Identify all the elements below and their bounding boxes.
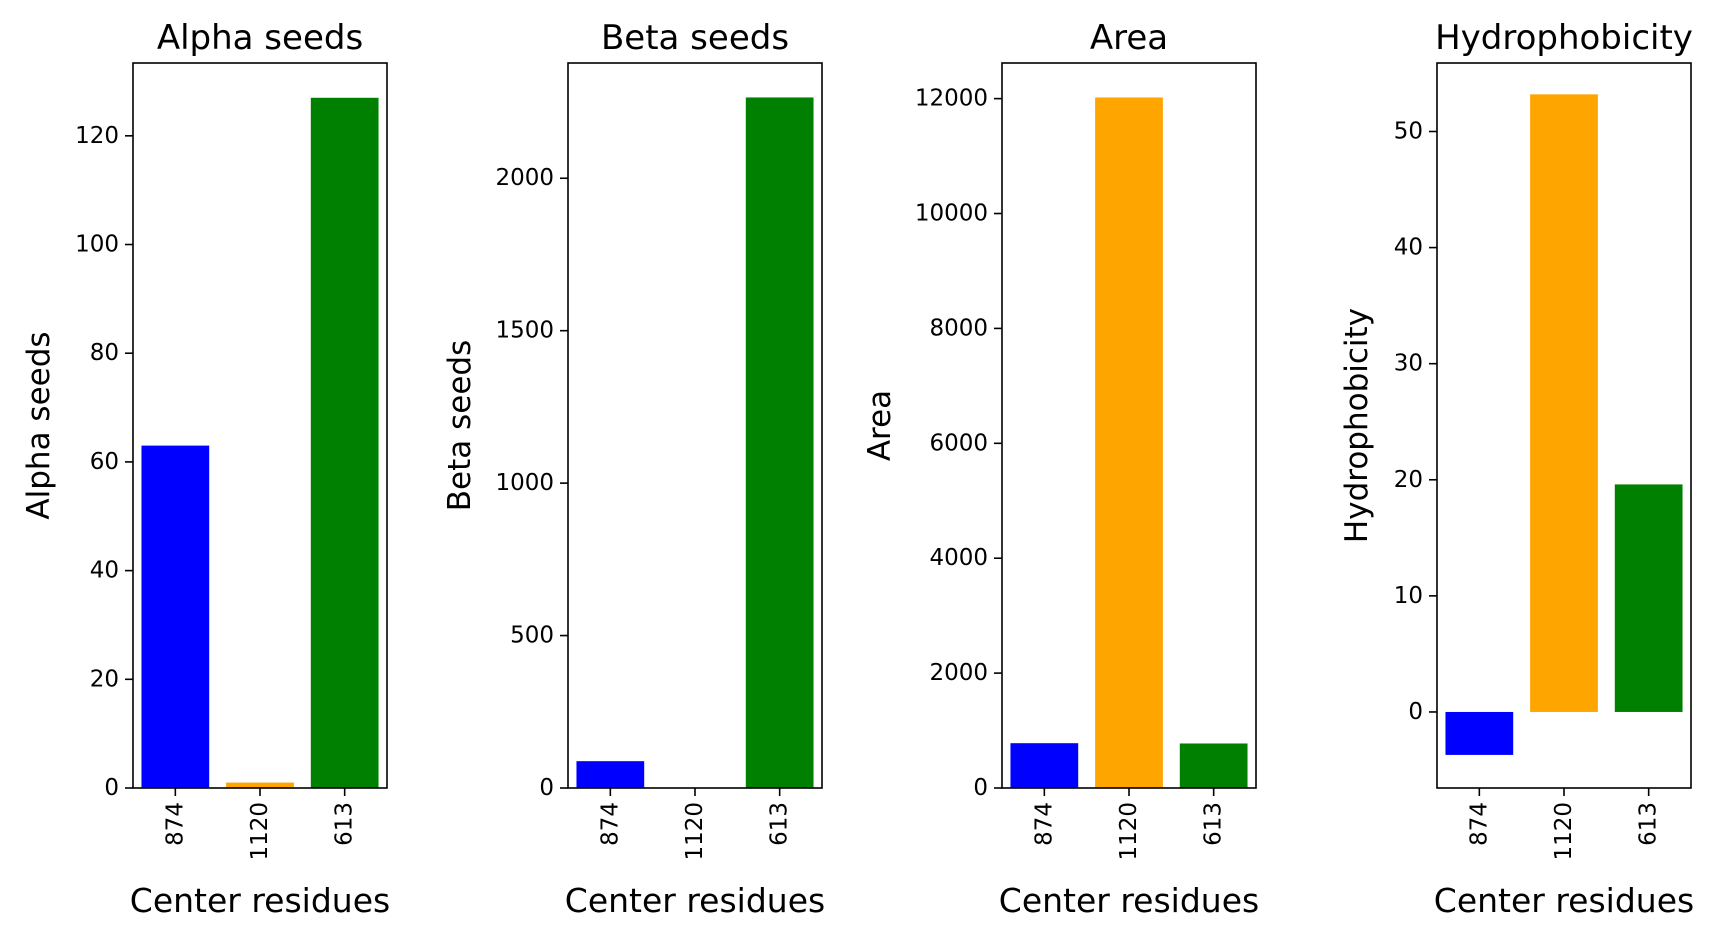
y-axis-label: Hydrophobicity [1339, 308, 1375, 543]
x-tick-label: 613 [1201, 802, 1227, 846]
y-tick-label: 4000 [929, 545, 988, 571]
bar-874 [141, 445, 210, 788]
y-tick-label: 100 [75, 232, 119, 258]
x-tick-label: 874 [162, 802, 188, 846]
x-tick-label: 874 [1031, 802, 1057, 846]
y-axis-label: Area [862, 390, 898, 461]
chart-panel-4: 0 10 20 30 40 50 874 1120 613 Hydrophobicity Cente… [1339, 18, 1694, 920]
bar-874 [1445, 711, 1514, 755]
bar-1120 [1530, 94, 1598, 712]
x-tick-label: 874 [597, 802, 623, 846]
chart-title: Alpha seeds [157, 18, 363, 58]
chart-title: Beta seeds [601, 18, 789, 58]
y-tick-label: 0 [1408, 699, 1423, 725]
x-axis-label: Center residues [999, 881, 1259, 920]
y-tick-label: 10000 [915, 201, 988, 227]
x-tick-label: 613 [767, 802, 793, 846]
chart-panel-2: 0 500 1000 1500 2000 874 1120 613 Beta seeds Cent… [442, 18, 825, 920]
y-tick-label: 1000 [495, 470, 554, 496]
y-axis-label: Alpha seeds [21, 331, 57, 519]
chart-panel-3: 0 2000 4000 6000 8000 10000 12000 874 1120 613 Are… [862, 18, 1259, 920]
y-tick-label: 8000 [929, 315, 988, 341]
chart-title: Hydrophobicity [1435, 18, 1693, 58]
y-tick-label: 12000 [915, 86, 988, 112]
bar-613 [1614, 484, 1683, 712]
y-tick-label: 2000 [495, 165, 554, 191]
x-tick-label: 1120 [1551, 802, 1577, 861]
x-tick-label: 1120 [247, 802, 273, 861]
bar-613 [310, 97, 379, 789]
x-tick-label: 613 [1636, 802, 1662, 846]
y-tick-label: 60 [90, 449, 119, 475]
bar-874 [576, 761, 645, 788]
chart-title: Area [1090, 18, 1168, 58]
y-tick-label: 30 [1394, 351, 1423, 377]
y-tick-label: 500 [510, 623, 554, 649]
bar-1120 [1095, 97, 1163, 788]
y-tick-label: 20 [1394, 467, 1423, 493]
y-tick-label: 2000 [929, 660, 988, 686]
x-axis-label: Center residues [130, 881, 390, 920]
x-tick-label: 1120 [1116, 802, 1142, 861]
y-tick-label: 40 [1394, 235, 1423, 261]
bar-613 [745, 97, 814, 788]
y-tick-label: 0 [539, 775, 554, 801]
x-axis-label: Center residues [1434, 881, 1694, 920]
y-tick-label: 1500 [495, 318, 554, 344]
y-tick-label: 80 [90, 340, 119, 366]
x-axis-label: Center residues [565, 881, 825, 920]
y-tick-label: 10 [1394, 583, 1423, 609]
y-tick-label: 40 [90, 558, 119, 584]
y-tick-label: 0 [973, 775, 988, 801]
bar-1120 [226, 782, 294, 788]
bar-613 [1179, 743, 1248, 788]
x-tick-label: 613 [332, 802, 358, 846]
chart-panel-1: 0 20 40 60 80 100 120 874 1120 613 Alpha seeds Cent… [21, 18, 390, 920]
y-tick-label: 0 [104, 775, 119, 801]
x-tick-label: 1120 [682, 802, 708, 861]
y-tick-label: 6000 [929, 430, 988, 456]
bar-874 [1010, 743, 1079, 788]
y-tick-label: 50 [1394, 118, 1423, 144]
y-tick-label: 20 [90, 666, 119, 692]
y-axis-label: Beta seeds [442, 340, 478, 511]
x-tick-label: 874 [1466, 802, 1492, 846]
y-tick-label: 120 [75, 123, 119, 149]
